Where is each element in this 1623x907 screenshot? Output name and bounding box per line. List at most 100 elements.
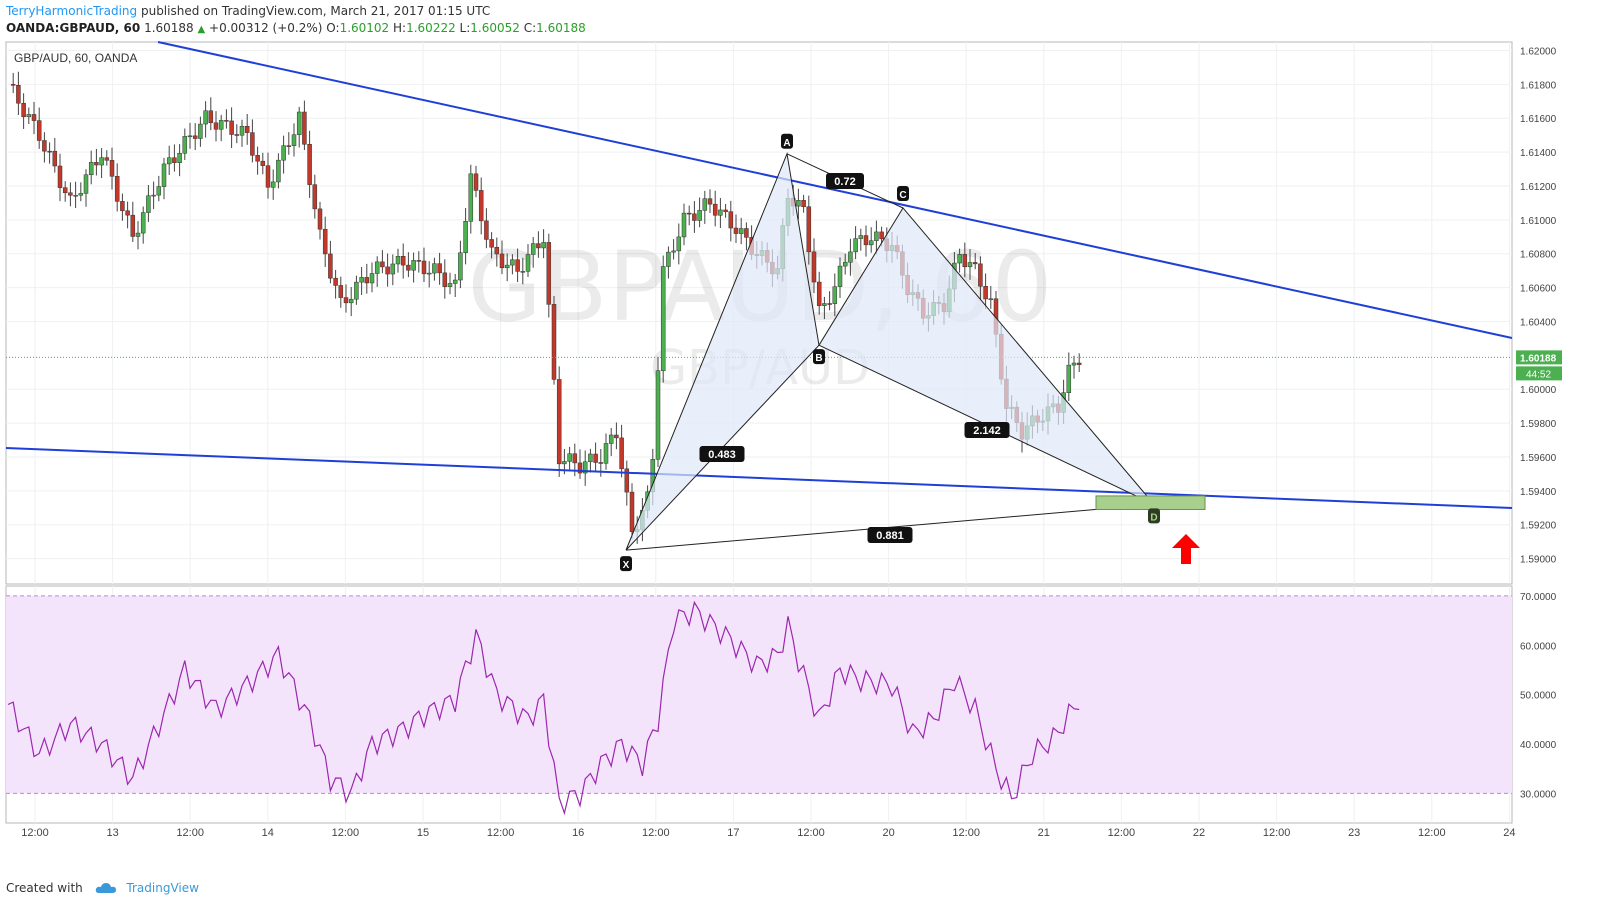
candle-body bbox=[572, 453, 578, 464]
x-tick-label: 12:00 bbox=[797, 827, 825, 839]
pattern-point-label: A bbox=[783, 138, 790, 149]
candle-body bbox=[328, 253, 333, 279]
candle-body bbox=[26, 114, 32, 118]
price-tick-label: 1.59400 bbox=[1520, 487, 1557, 498]
x-tick-label: 12:00 bbox=[1263, 827, 1291, 839]
candle-body bbox=[146, 195, 151, 213]
candle-body bbox=[244, 125, 250, 133]
candle-body bbox=[712, 203, 718, 216]
candle-body bbox=[421, 260, 427, 275]
candle-body bbox=[10, 84, 16, 86]
candle-body bbox=[728, 211, 734, 229]
candle-body bbox=[57, 165, 63, 188]
candle-body bbox=[312, 184, 318, 210]
lower-trendline bbox=[5, 447, 1513, 509]
candle-body bbox=[619, 437, 624, 470]
rsi-tick-label: 30.0000 bbox=[1520, 789, 1557, 800]
candle-body bbox=[666, 251, 671, 267]
x-tick-label: 23 bbox=[1348, 827, 1360, 839]
candle-body bbox=[88, 162, 94, 176]
candle-body bbox=[31, 114, 37, 121]
price-tick-label: 1.61400 bbox=[1520, 148, 1557, 159]
open-label: O: bbox=[326, 21, 340, 35]
candle-body bbox=[515, 259, 520, 272]
candle-body bbox=[442, 272, 448, 287]
upper-trendline bbox=[157, 41, 1513, 339]
candle-body bbox=[837, 265, 843, 287]
x-tick-label: 12:00 bbox=[176, 827, 204, 839]
tradingview-logo-icon bbox=[95, 883, 116, 893]
x-tick-label: 12:00 bbox=[21, 827, 49, 839]
low-label: L: bbox=[459, 21, 471, 35]
low-value: 1.60052 bbox=[470, 21, 520, 35]
price-tick-label: 1.61000 bbox=[1520, 216, 1557, 227]
candle-body bbox=[68, 192, 73, 196]
candle-body bbox=[380, 261, 385, 268]
candle-body bbox=[369, 273, 375, 284]
current-price-tag bbox=[1516, 350, 1562, 365]
ratio-value: 0.483 bbox=[708, 449, 736, 461]
x-tick-label: 14 bbox=[262, 827, 274, 839]
x-tick-label: 24 bbox=[1503, 827, 1515, 839]
up-arrow-icon: ▲ bbox=[197, 24, 206, 35]
countdown-value: 44:52 bbox=[1526, 369, 1551, 380]
candle-body bbox=[265, 165, 271, 188]
candle-body bbox=[463, 221, 468, 253]
rsi-tick-label: 40.0000 bbox=[1520, 740, 1557, 751]
footer: Created with TradingView bbox=[6, 880, 199, 896]
symbol-line: OANDA:GBPAUD, 60 1.60188 ▲ +0.00312 (+0.… bbox=[6, 20, 586, 38]
candle-body bbox=[99, 157, 104, 166]
published-text: published on TradingView.com, March 21, … bbox=[140, 4, 491, 18]
x-tick-label: 21 bbox=[1038, 827, 1050, 839]
candle-body bbox=[697, 210, 702, 221]
candle-body bbox=[536, 243, 541, 249]
candle-body bbox=[260, 160, 266, 166]
price-tick-label: 1.61800 bbox=[1520, 80, 1557, 91]
tradingview-link[interactable]: TradingView bbox=[126, 881, 199, 895]
candle-body bbox=[374, 261, 380, 274]
candle-body bbox=[125, 210, 130, 216]
x-tick-label: 12:00 bbox=[1108, 827, 1136, 839]
rsi-tick-label: 60.0000 bbox=[1520, 641, 1557, 652]
candle-body bbox=[702, 198, 708, 211]
candle-body bbox=[120, 201, 125, 212]
price-tick-label: 1.62000 bbox=[1520, 46, 1557, 57]
candle-body bbox=[385, 266, 390, 275]
candle-body bbox=[967, 262, 973, 268]
candle-body bbox=[395, 255, 401, 265]
candle-body bbox=[608, 434, 614, 444]
countdown-tag bbox=[1516, 366, 1562, 381]
candle-body bbox=[135, 232, 141, 237]
candle-body bbox=[432, 263, 437, 274]
close-value: 1.60188 bbox=[536, 21, 586, 35]
candle-body bbox=[390, 263, 396, 275]
candle-body bbox=[114, 176, 120, 202]
candle-body bbox=[588, 453, 593, 463]
buy-arrow-icon bbox=[1172, 534, 1200, 564]
candle-body bbox=[140, 212, 146, 234]
pattern-point-badge bbox=[813, 349, 825, 365]
candle-body bbox=[281, 145, 286, 161]
candle-body bbox=[806, 206, 812, 253]
candle-body bbox=[686, 212, 692, 215]
candle-body bbox=[218, 120, 224, 130]
candle-body bbox=[478, 190, 484, 222]
ratio-value: 0.72 bbox=[834, 176, 855, 188]
symbol: OANDA:GBPAUD, 60 bbox=[6, 21, 141, 35]
candle-body bbox=[853, 238, 858, 253]
candle-body bbox=[801, 200, 806, 207]
price-tick-label: 1.59600 bbox=[1520, 453, 1557, 464]
candle-body bbox=[458, 252, 463, 281]
author-link[interactable]: TerryHarmonicTrading bbox=[6, 4, 138, 18]
candle-body bbox=[629, 491, 635, 532]
candle-body bbox=[42, 140, 47, 152]
pattern-point-label: D bbox=[1150, 512, 1157, 523]
candle-body bbox=[161, 163, 167, 187]
candle-body bbox=[499, 253, 505, 269]
candle-body bbox=[104, 157, 110, 161]
candle-body bbox=[733, 227, 739, 234]
candle-body bbox=[338, 285, 344, 298]
candle-body bbox=[962, 254, 968, 268]
candle-body bbox=[16, 85, 21, 104]
